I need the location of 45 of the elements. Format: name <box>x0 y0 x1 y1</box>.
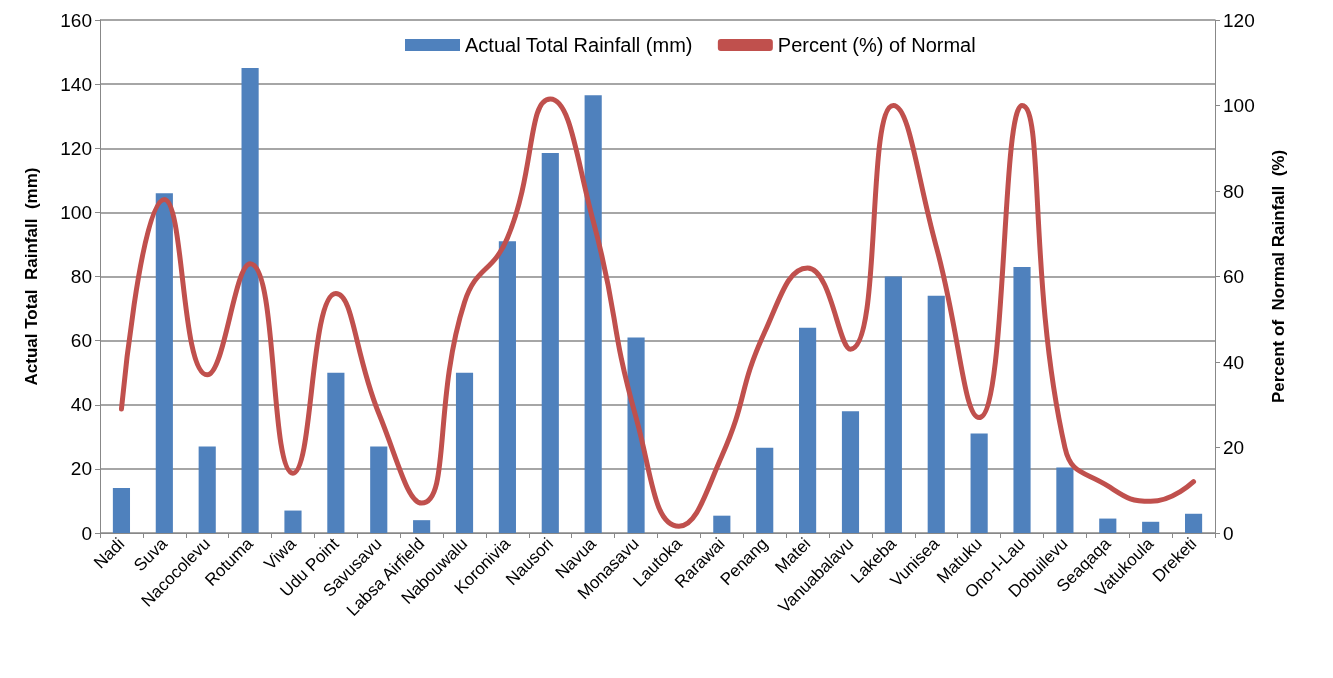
y2-tick-label: 100 <box>1223 95 1255 116</box>
bar <box>112 488 131 533</box>
bar <box>1056 467 1074 533</box>
y2-tick-label: 120 <box>1223 9 1255 31</box>
y2-tick-label: 0 <box>1223 522 1234 544</box>
bar <box>713 515 731 533</box>
bar <box>841 411 860 533</box>
bar <box>1099 518 1117 533</box>
y-tick-label: 60 <box>70 330 92 352</box>
bar <box>1184 513 1203 533</box>
y-tick-label: 40 <box>70 394 92 416</box>
bar <box>1013 266 1031 533</box>
y2-tick-label: 60 <box>1223 266 1245 287</box>
bar <box>541 153 559 533</box>
y2-tick-label: 80 <box>1223 180 1245 202</box>
legend-label: Actual Total Rainfall (mm) <box>465 34 693 56</box>
y-tick-label: 0 <box>81 522 92 544</box>
bar <box>455 372 474 533</box>
legend-label: Percent (%) of Normal <box>777 34 976 56</box>
bar <box>241 68 259 533</box>
bar <box>155 193 173 533</box>
bar <box>927 295 945 533</box>
bar <box>884 276 902 533</box>
bar <box>370 446 388 533</box>
y2-axis-title: Percent of Normal Rainfall (%) <box>1269 149 1288 404</box>
bar <box>970 433 988 533</box>
bar <box>756 447 774 533</box>
y-tick-label: 160 <box>60 9 92 31</box>
y-tick-label: 120 <box>60 137 92 159</box>
y-tick-label: 20 <box>70 458 92 480</box>
y2-tick-label: 20 <box>1223 437 1245 458</box>
bar <box>498 241 516 533</box>
bar <box>413 520 431 533</box>
bar <box>584 95 602 533</box>
bar <box>1142 521 1160 533</box>
bar <box>799 327 817 533</box>
y-tick-label: 140 <box>60 73 92 95</box>
y-axis-title: Actual Total Rainfall (mm) <box>22 167 41 386</box>
x-tick-label: Viwa <box>260 533 301 574</box>
bar <box>327 372 345 533</box>
y2-tick-label: 40 <box>1223 351 1245 373</box>
bar <box>198 446 216 533</box>
y-tick-label: 100 <box>60 201 92 223</box>
y-tick-label: 80 <box>70 266 92 287</box>
bar <box>284 510 302 533</box>
